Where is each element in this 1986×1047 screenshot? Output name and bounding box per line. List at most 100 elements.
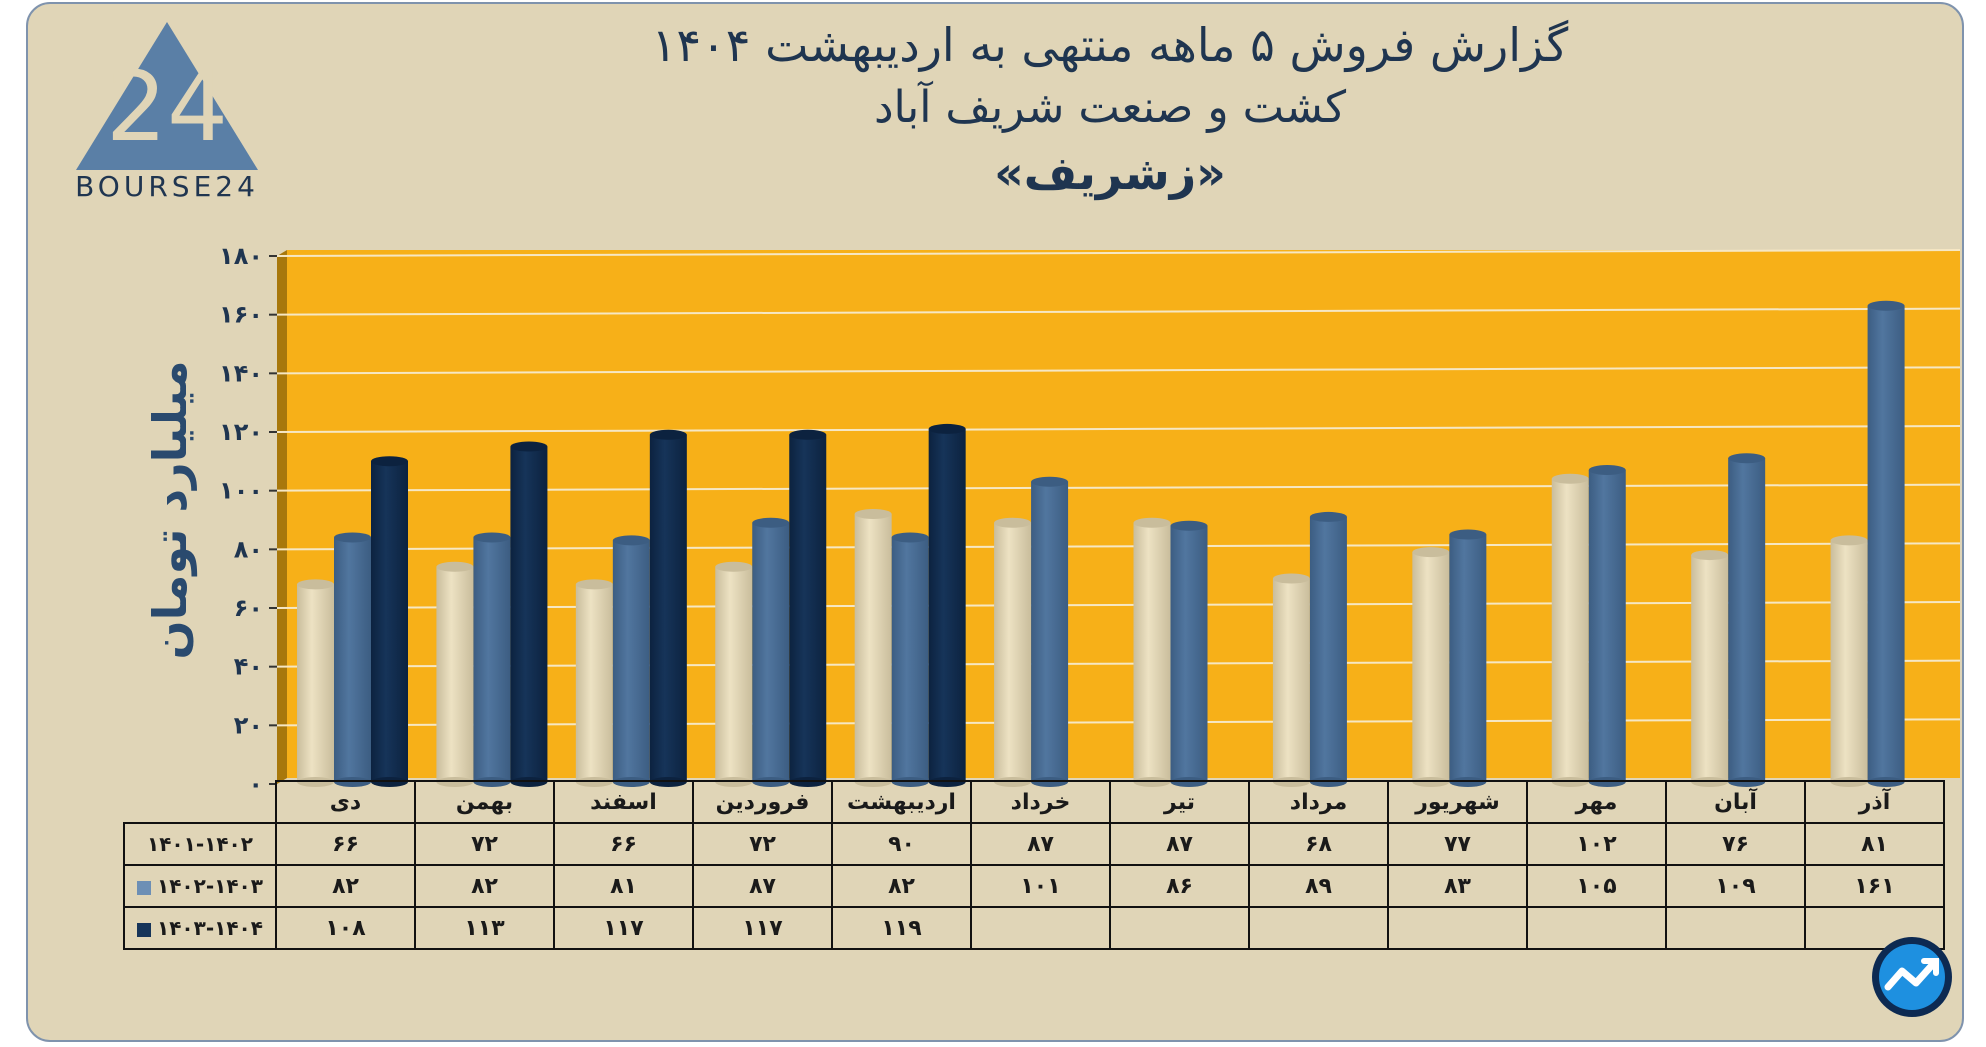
bar-0-6 bbox=[1133, 517, 1171, 787]
bar-top bbox=[1551, 473, 1589, 484]
series-label: ۱۴۰۳-۱۴۰۴ bbox=[123, 906, 277, 950]
bar-2-3 bbox=[789, 429, 827, 787]
bar-top bbox=[371, 456, 408, 467]
data-label: ۱۰۱ bbox=[970, 864, 1111, 908]
logo-text: BOURSE24 bbox=[75, 170, 259, 203]
bar-top bbox=[1588, 465, 1626, 475]
data-label: ۶۸ bbox=[1248, 822, 1389, 866]
bar-body bbox=[1728, 458, 1766, 782]
bar-top bbox=[297, 579, 334, 590]
bar-2-1 bbox=[510, 441, 548, 787]
bar-0-11 bbox=[1830, 535, 1868, 787]
data-label bbox=[1526, 906, 1667, 950]
category-label: اسفند bbox=[553, 780, 694, 824]
plot-side-wall bbox=[277, 250, 287, 784]
bar-top bbox=[928, 423, 966, 434]
data-label bbox=[1109, 906, 1250, 950]
bar-2-4 bbox=[928, 423, 966, 787]
bar-body bbox=[1031, 481, 1069, 782]
bar-0-10 bbox=[1691, 550, 1729, 787]
bar-body bbox=[1830, 540, 1868, 782]
bar-body bbox=[575, 584, 613, 782]
bar-top bbox=[1867, 300, 1905, 311]
table-row: ۱۴۰۱-۱۴۰۲ ۶۶ ۷۲ ۶۶ ۷۲ ۹۰ ۸۷ ۸۷ ۶۸ ۷۷ ۱۰۲ ۷۶ ۸۱ bbox=[123, 822, 1945, 866]
bar-1-9 bbox=[1588, 465, 1626, 787]
data-label bbox=[1248, 906, 1389, 950]
bar-top bbox=[1309, 511, 1347, 522]
bar-body bbox=[297, 584, 334, 782]
bar-0-4 bbox=[854, 509, 892, 787]
chart-title: گزارش فروش ۵ ماهه منتهی به اردیبهشت ۱۴۰۴ bbox=[651, 18, 1569, 72]
bar-body bbox=[436, 566, 474, 782]
gridline bbox=[276, 542, 1961, 551]
data-label: ۱۱۷ bbox=[692, 906, 833, 950]
category-label: مهر bbox=[1526, 780, 1667, 824]
bar-1-11 bbox=[1867, 300, 1905, 787]
bar-0-8 bbox=[1412, 547, 1450, 787]
data-label: ۸۶ bbox=[1109, 864, 1250, 908]
category-label: آذر bbox=[1804, 780, 1945, 824]
bar-top bbox=[1691, 550, 1729, 561]
data-label: ۸۱ bbox=[553, 864, 694, 908]
y-tick-label: ۱۲۰ bbox=[219, 418, 263, 446]
data-label: ۸۲ bbox=[831, 864, 972, 908]
legend-swatch bbox=[137, 880, 152, 895]
category-label: آبان bbox=[1665, 780, 1806, 824]
logo-mark: 24 bbox=[106, 51, 228, 163]
gridline bbox=[276, 659, 1961, 668]
bar-top bbox=[1170, 520, 1208, 531]
bar-body bbox=[928, 428, 966, 782]
data-label: ۸۲ bbox=[275, 864, 416, 908]
gridline bbox=[276, 307, 1961, 316]
bar-top bbox=[789, 429, 827, 440]
gridline bbox=[276, 718, 1961, 727]
bar-1-2 bbox=[612, 535, 650, 787]
bar-1-0 bbox=[334, 532, 371, 787]
data-label: ۹۰ bbox=[831, 822, 972, 866]
table-corner bbox=[124, 781, 276, 823]
y-tick-label: ۰ bbox=[248, 770, 263, 798]
bar-1-4 bbox=[891, 532, 929, 787]
category-label: اردیبهشت bbox=[831, 780, 972, 824]
bar-top bbox=[1412, 547, 1450, 558]
bar-1-6 bbox=[1170, 520, 1208, 787]
gridline bbox=[276, 601, 1961, 609]
data-label: ۸۹ bbox=[1248, 864, 1389, 908]
series-label: ۱۴۰۱-۱۴۰۲ bbox=[123, 822, 277, 866]
table-row: ۱۴۰۳-۱۴۰۴ ۱۰۸ ۱۱۳ ۱۱۷ ۱۱۷ ۱۱۹ bbox=[123, 906, 1945, 950]
bar-body bbox=[891, 537, 929, 782]
data-label: ۶۶ bbox=[553, 822, 694, 866]
data-label: ۱۰۹ bbox=[1665, 864, 1806, 908]
data-label: ۸۷ bbox=[692, 864, 833, 908]
data-table: دی بهمن اسفند فروردین اردیبهشت خرداد تیر مرداد ش… bbox=[123, 780, 1945, 950]
series-name: ۱۴۰۱-۱۴۰۲ bbox=[147, 832, 253, 856]
bar-body bbox=[1588, 470, 1626, 782]
bar-top bbox=[473, 532, 511, 543]
bar-body bbox=[649, 434, 687, 782]
y-axis-label-box: میلیارد تومان bbox=[140, 320, 200, 700]
y-tick-label: ۱۰۰ bbox=[219, 477, 263, 505]
data-label: ۸۷ bbox=[970, 822, 1111, 866]
bar-body bbox=[1309, 516, 1347, 782]
data-label: ۸۲ bbox=[414, 864, 555, 908]
data-label: ۱۰۵ bbox=[1526, 864, 1667, 908]
category-label: خرداد bbox=[970, 780, 1111, 824]
legend-swatch bbox=[137, 922, 152, 937]
plot-area bbox=[287, 250, 1960, 778]
data-label bbox=[1665, 906, 1806, 950]
bar-1-5 bbox=[1031, 476, 1069, 787]
bar-body bbox=[612, 540, 650, 782]
bar-top bbox=[1272, 573, 1310, 584]
series-name: ۱۴۰۲-۱۴۰۳ bbox=[157, 874, 263, 898]
bar-top bbox=[436, 561, 474, 572]
bar-top bbox=[1830, 535, 1868, 546]
bar-0-0 bbox=[297, 579, 334, 787]
data-label: ۸۱ bbox=[1804, 822, 1945, 866]
bar-body bbox=[1449, 534, 1487, 782]
y-tick-label: ۱۶۰ bbox=[219, 301, 263, 329]
gridline bbox=[276, 425, 1961, 433]
bar-1-8 bbox=[1449, 529, 1487, 787]
y-tick-label: ۱۸۰ bbox=[219, 242, 263, 270]
bar-0-1 bbox=[436, 561, 474, 787]
